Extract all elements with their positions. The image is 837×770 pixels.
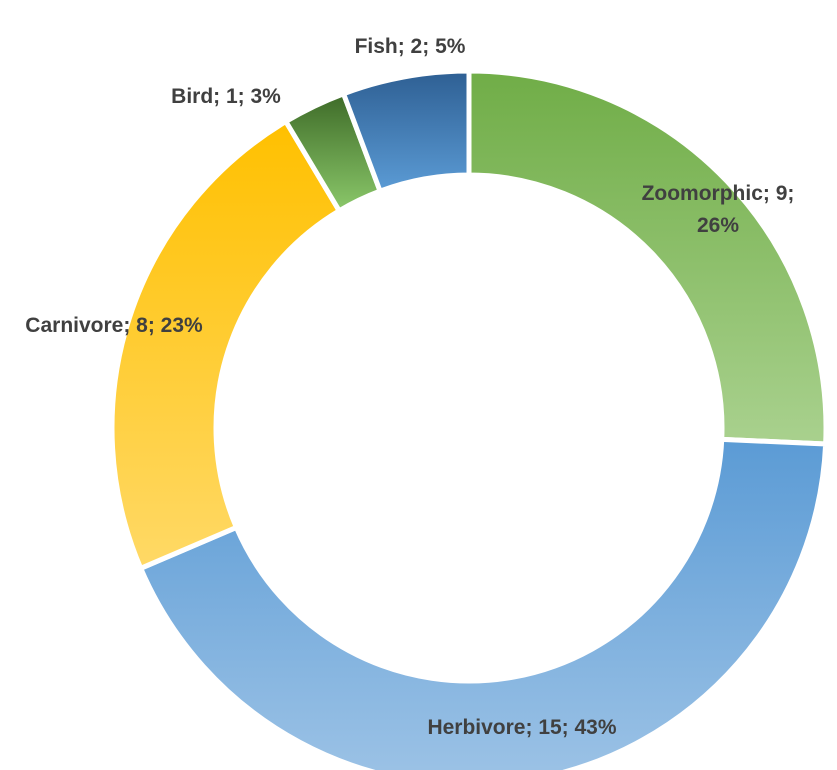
slice-fish	[340, 68, 472, 195]
slice-zoomorphic	[466, 68, 829, 447]
data-label-herbivore: Herbivore; 15; 43%	[427, 716, 616, 739]
slice-carnivore	[109, 118, 343, 572]
data-label-bird: Bird; 1; 3%	[171, 85, 281, 108]
slice-group	[109, 68, 829, 770]
data-label-carnivore: Carnivore; 8; 23%	[25, 314, 203, 337]
label-group: Zoomorphic; 9; 26% Herbivore; 15; 43% Carni…	[25, 35, 794, 739]
data-label-fish: Fish; 2; 5%	[355, 35, 466, 58]
data-label-zoomorphic: Zoomorphic; 9; 26%	[642, 182, 795, 237]
slice-herbivore	[137, 436, 829, 770]
